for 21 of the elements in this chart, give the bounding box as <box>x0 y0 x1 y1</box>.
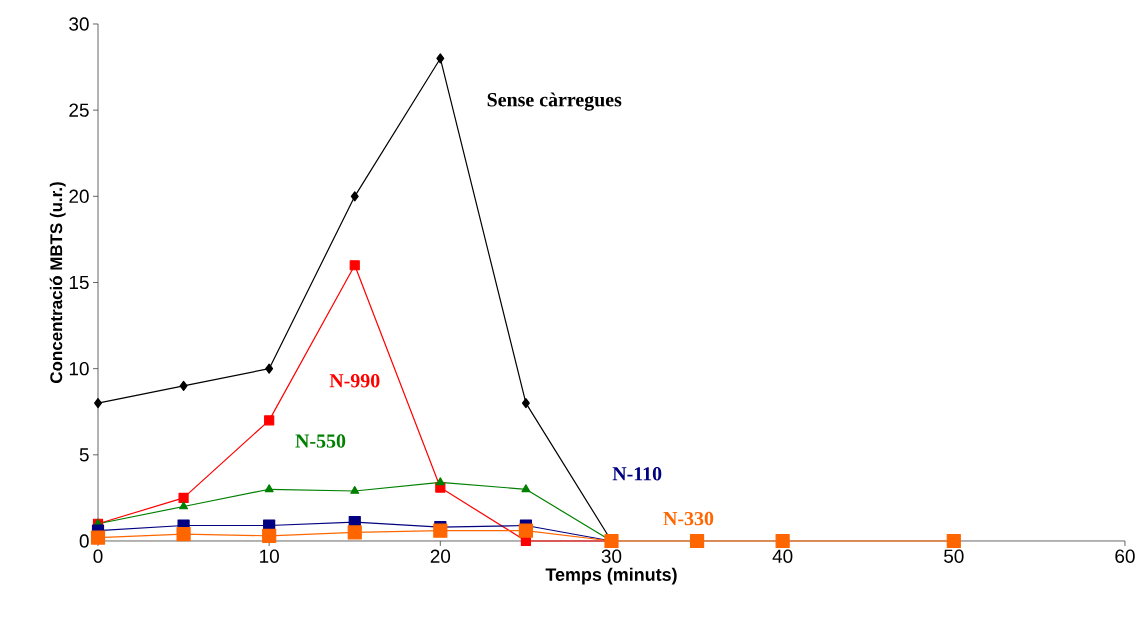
y-tick-label: 25 <box>69 103 89 117</box>
x-tick-label: 0 <box>93 549 103 563</box>
x-tick-label: 30 <box>601 549 622 563</box>
x-axis-title: Temps (minuts) <box>545 567 677 585</box>
text: N-110 <box>612 467 662 481</box>
text: N-550 <box>295 434 346 448</box>
y-tick-label: 15 <box>69 275 89 290</box>
y-tick-label: 5 <box>79 448 89 462</box>
y-tick-label: 30 <box>69 17 89 31</box>
y-axis-title: Concentració MBTS (u.r.) <box>49 182 66 383</box>
y-tick-label: 0 <box>79 534 89 548</box>
x-tick-label: 10 <box>260 549 279 563</box>
series-label: N-330 <box>663 511 714 526</box>
y-tick-label: 20 <box>69 189 89 204</box>
x-tick-label: 40 <box>772 549 793 563</box>
series-label: N-990 <box>329 373 380 388</box>
series-label: Sense càrregues <box>487 92 622 111</box>
x-tick-label: 50 <box>944 549 964 563</box>
y-tick-label: 10 <box>69 361 89 376</box>
x-tick-label: 20 <box>430 549 451 563</box>
x-tick-label: 60 <box>1115 549 1135 563</box>
